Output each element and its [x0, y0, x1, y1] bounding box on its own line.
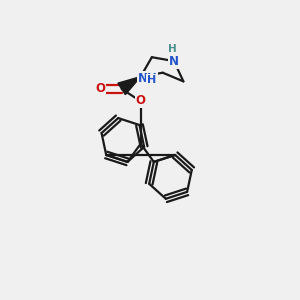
- Text: H: H: [168, 44, 177, 54]
- Text: NH: NH: [138, 72, 158, 85]
- Text: O: O: [95, 82, 106, 95]
- Text: N: N: [169, 55, 179, 68]
- Text: O: O: [136, 94, 146, 107]
- Text: H: H: [147, 75, 156, 85]
- Polygon shape: [118, 76, 141, 95]
